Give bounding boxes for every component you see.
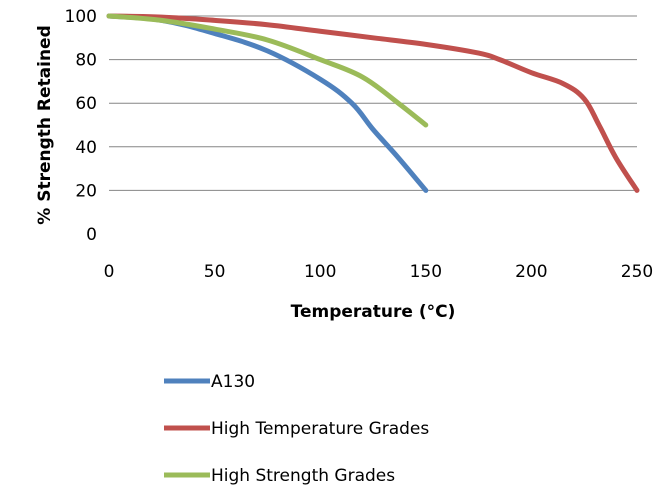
y-tick-labels: 0 20 40 60 80 100 [65,7,97,245]
y-axis-title: % Strength Retained [35,25,55,225]
x-tick-label-150: 150 [410,262,442,282]
legend: A130 High Temperature Grades High Strength… [164,372,429,486]
y-tick-label-0: 0 [86,225,97,245]
x-tick-labels: 0 50 100 150 200 250 [104,262,654,282]
legend-item-a130: A130 [164,372,255,392]
x-tick-label-100: 100 [304,262,336,282]
y-tick-label-60: 60 [75,94,97,114]
gridlines [109,15,637,191]
legend-label-high-strength-grades: High Strength Grades [211,466,395,486]
x-tick-label-50: 50 [204,262,226,282]
series-line-high-strength-grades [106,13,429,128]
x-axis-title: Temperature (°C) [291,302,456,322]
series-line-high-temperature-grades [106,13,640,193]
series-lines [106,13,640,193]
x-tick-label-0: 0 [104,262,115,282]
legend-item-high-strength-grades: High Strength Grades [164,466,395,486]
y-tick-label-20: 20 [75,181,97,201]
legend-item-high-temperature-grades: High Temperature Grades [164,419,429,439]
x-tick-label-250: 250 [621,262,653,282]
y-tick-label-80: 80 [75,51,97,71]
legend-label-high-temperature-grades: High Temperature Grades [211,419,429,439]
y-tick-label-40: 40 [75,138,97,158]
x-tick-label-200: 200 [515,262,547,282]
legend-label-a130: A130 [211,372,255,392]
y-tick-label-100: 100 [65,7,97,27]
